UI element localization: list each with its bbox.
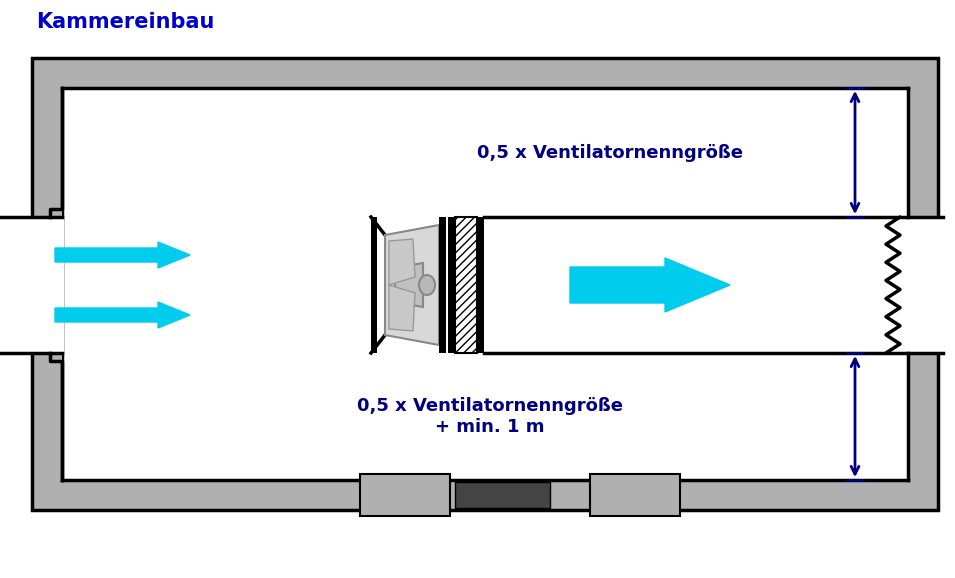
Polygon shape [395, 263, 423, 307]
Bar [360, 474, 450, 516]
Text: Kammereinbau: Kammereinbau [36, 12, 214, 32]
Bar [50, 353, 62, 361]
FancyArrow shape [55, 242, 190, 268]
Bar [590, 474, 680, 516]
Bar [32, 58, 938, 510]
Polygon shape [385, 225, 439, 345]
FancyArrow shape [570, 258, 730, 312]
Polygon shape [389, 239, 415, 285]
Bar [0, 217, 64, 353]
Polygon shape [389, 285, 415, 331]
Bar [455, 217, 477, 353]
Ellipse shape [419, 275, 435, 295]
Bar [477, 217, 484, 353]
FancyArrow shape [55, 302, 190, 328]
Bar [371, 217, 377, 353]
Bar [906, 217, 955, 353]
Text: 0,5 x Ventilatornenngröße
+ min. 1 m: 0,5 x Ventilatornenngröße + min. 1 m [357, 397, 623, 436]
Bar [439, 217, 446, 353]
Text: 0,5 x Ventilatornenngröße: 0,5 x Ventilatornenngröße [477, 143, 743, 161]
Bar [50, 209, 62, 217]
Bar [448, 217, 455, 353]
Bar [455, 482, 550, 508]
Bar [62, 88, 908, 480]
